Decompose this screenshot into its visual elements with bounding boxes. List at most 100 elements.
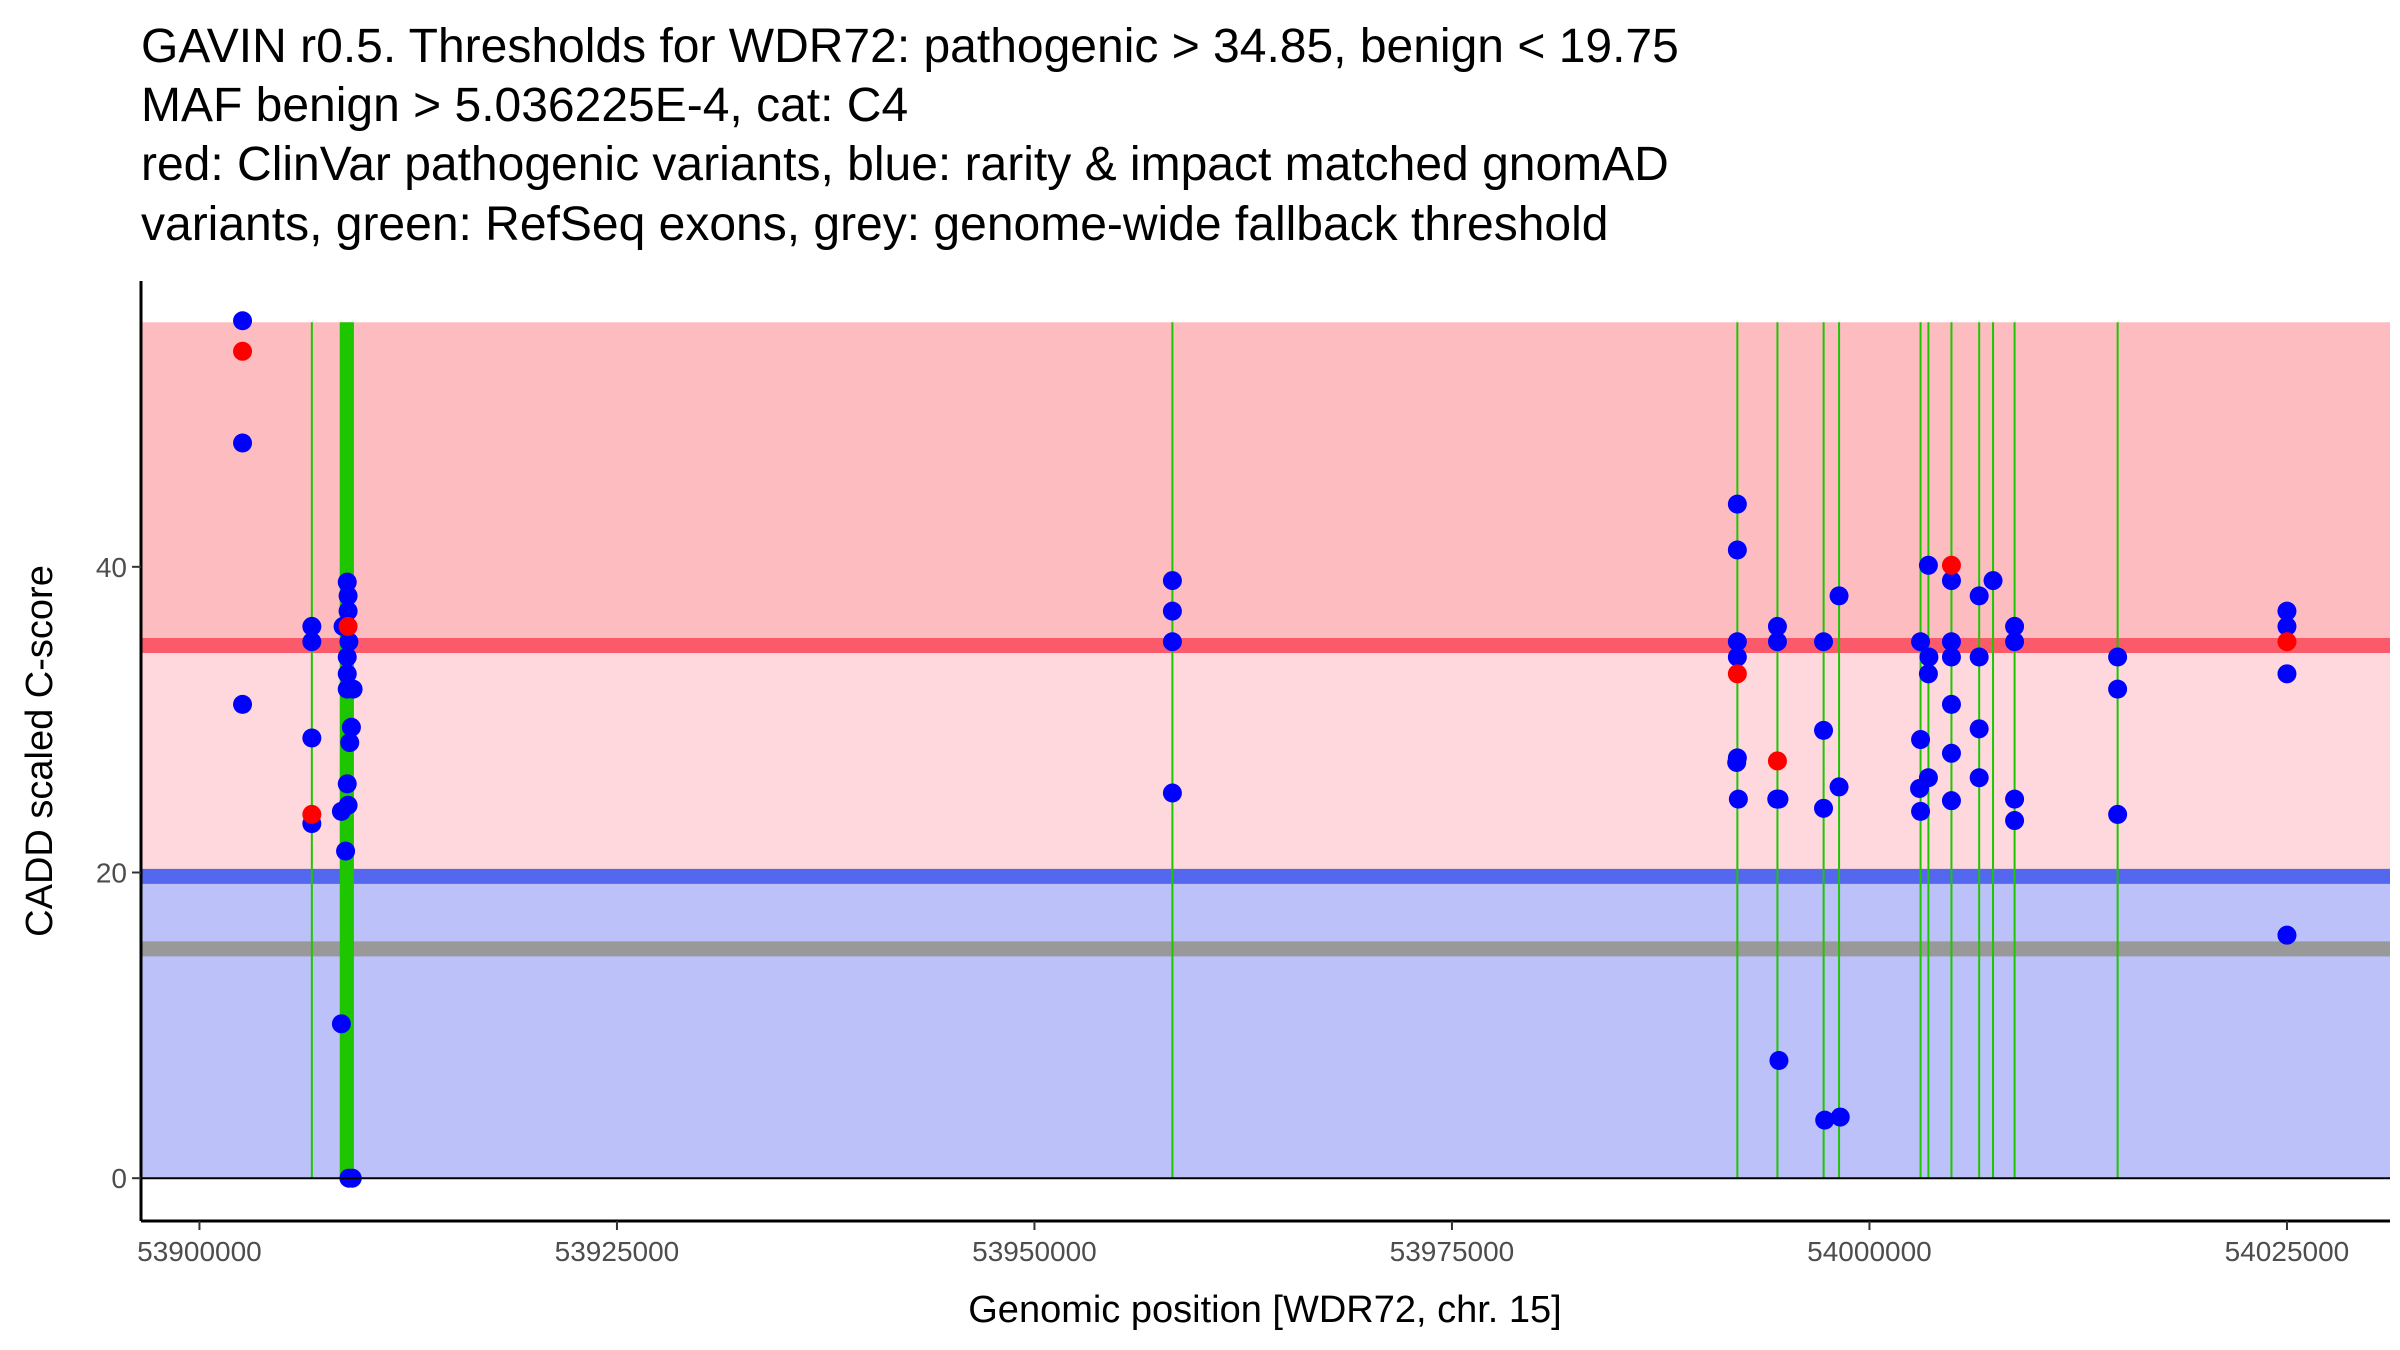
gnomad-point xyxy=(1919,647,1939,667)
gnomad-point xyxy=(1969,586,1989,606)
axes: 0 20 40 53900000 53925000 53950000 53975000 540… xyxy=(96,281,2390,1267)
gnomad-point xyxy=(1969,647,1989,667)
gnomad-point xyxy=(343,679,363,699)
gnomad-point xyxy=(233,433,253,453)
gnomad-point xyxy=(1829,586,1849,606)
gnomad-point xyxy=(1727,752,1747,772)
gnomad-point xyxy=(2277,664,2297,684)
gnomad-point xyxy=(1911,730,1931,750)
exon-line xyxy=(1927,322,1930,1179)
gnomad-point xyxy=(2005,616,2025,636)
gnomad-point xyxy=(233,311,253,331)
gnomad-point xyxy=(1727,647,1747,667)
benign-region xyxy=(141,876,2390,1179)
gnomad-point xyxy=(2108,679,2128,699)
gnomad-point xyxy=(340,733,360,753)
gnomad-point xyxy=(302,632,322,652)
x-tick-label: 54025000 xyxy=(2225,1236,2350,1267)
exon-line xyxy=(1776,322,1779,1179)
exon-line xyxy=(1919,322,1922,1179)
clinvar-point xyxy=(1727,664,1747,684)
y-axis-title: CADD scaled C-score xyxy=(19,565,61,937)
gnomad-point xyxy=(1941,647,1961,667)
gnomad-point xyxy=(337,664,357,684)
gnomad-point xyxy=(1162,783,1182,803)
clinvar-point xyxy=(1767,751,1787,771)
x-tick-label: 53975000 xyxy=(1390,1236,1515,1267)
gnomad-point xyxy=(338,795,358,815)
clinvar-point xyxy=(233,341,253,361)
y-tick-label: 20 xyxy=(96,858,127,889)
gnomad-point xyxy=(1918,555,1938,575)
gnomad-point xyxy=(1941,791,1961,811)
clinvar-point xyxy=(302,804,322,824)
chart-title-line-3: red: ClinVar pathogenic variants, blue: … xyxy=(141,138,1669,191)
chart-title-line-4: variants, green: RefSeq exons, grey: gen… xyxy=(141,198,1608,251)
gnomad-point xyxy=(2005,632,2025,652)
gnomad-point xyxy=(1918,664,1938,684)
gnomad-point xyxy=(233,694,253,714)
gnomad-point xyxy=(2005,789,2025,809)
gnomad-point xyxy=(302,616,322,636)
gnomad-point xyxy=(1162,571,1182,591)
gnomad-point xyxy=(1941,743,1961,763)
gnomad-point xyxy=(2108,804,2128,824)
exon-line xyxy=(2116,322,2119,1179)
gnomad-point xyxy=(2277,601,2297,621)
exon-line xyxy=(2013,322,2016,1179)
data-points xyxy=(233,311,2297,1188)
gnomad-point xyxy=(1983,571,2003,591)
gnomad-point xyxy=(1911,801,1931,821)
gnomad-point xyxy=(1829,777,1849,797)
gnomad-point xyxy=(1162,632,1182,652)
gnomad-point xyxy=(1162,601,1182,621)
gnomad-point xyxy=(1830,1107,1850,1127)
exon-line xyxy=(310,322,313,1179)
exon-line xyxy=(1978,322,1981,1179)
gnomad-point xyxy=(1767,632,1787,652)
gnomad-point xyxy=(1727,494,1747,514)
gnomad-point xyxy=(1727,632,1747,652)
x-tick-label: 54000000 xyxy=(1807,1236,1932,1267)
gnomad-point xyxy=(2277,616,2297,636)
x-tick-label: 53950000 xyxy=(972,1236,1097,1267)
chart-title-line-2: MAF benign > 5.036225E-4, cat: C4 xyxy=(141,79,908,132)
gnomad-point xyxy=(1767,616,1787,636)
gnomad-point xyxy=(337,572,357,592)
gnomad-point xyxy=(1941,632,1961,652)
exon-line xyxy=(1992,322,1995,1179)
exon-line xyxy=(1838,322,1841,1179)
x-tick-label: 53925000 xyxy=(555,1236,680,1267)
exon-line xyxy=(1822,322,1825,1179)
gnomad-point xyxy=(1911,632,1931,652)
gnomad-point xyxy=(302,728,322,748)
gnomad-point xyxy=(1814,798,1834,818)
gnomad-point xyxy=(2005,811,2025,831)
clinvar-point xyxy=(338,616,358,636)
x-tick-label: 53900000 xyxy=(137,1236,262,1267)
x-axis-title: Genomic position [WDR72, chr. 15] xyxy=(968,1289,1561,1331)
pathogenic-region xyxy=(141,322,2390,646)
gnomad-point xyxy=(337,774,357,794)
gnomad-point xyxy=(1727,540,1747,560)
gnomad-point xyxy=(1728,789,1748,809)
chart-title-line-1: GAVIN r0.5. Thresholds for WDR72: pathog… xyxy=(141,20,1679,73)
gnomad-point xyxy=(341,717,361,737)
gnomad-point xyxy=(1769,789,1789,809)
gnomad-point xyxy=(1969,719,1989,739)
threshold-regions xyxy=(141,322,2390,1179)
exon-line xyxy=(1171,322,1174,1179)
gnomad-point xyxy=(1815,1110,1835,1130)
gnomad-point xyxy=(2277,925,2297,945)
gnomad-point xyxy=(331,1014,351,1034)
gnomad-point xyxy=(338,601,358,621)
gnomad-point xyxy=(1941,571,1961,591)
gnomad-point xyxy=(336,841,356,861)
gnomad-point xyxy=(1941,694,1961,714)
gnomad-point xyxy=(337,647,357,667)
intermediate-region xyxy=(141,645,2390,877)
gnomad-point xyxy=(1814,632,1834,652)
y-tick-label: 0 xyxy=(111,1163,127,1194)
clinvar-point xyxy=(1941,555,1961,575)
gnomad-point xyxy=(1814,720,1834,740)
